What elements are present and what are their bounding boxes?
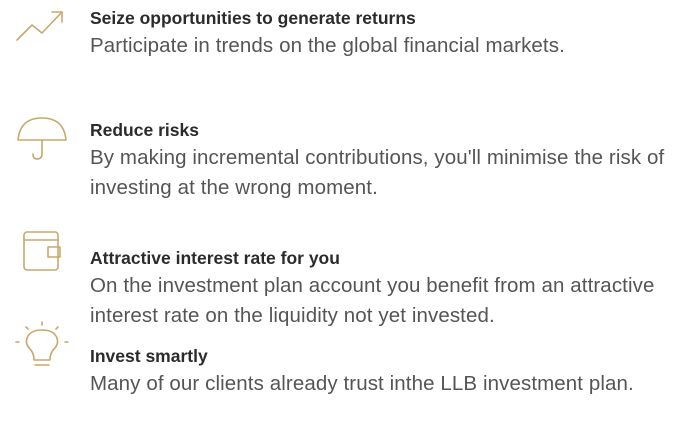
umbrella-icon xyxy=(17,117,67,160)
feature-text: Participate in trends on the global fina… xyxy=(90,34,565,57)
feature-title: Reduce risks xyxy=(90,120,199,140)
feature-title: Invest smartly xyxy=(90,346,208,366)
feature-text: By making incremental contributions, you… xyxy=(90,146,665,199)
trend-icon xyxy=(16,11,63,41)
wallet-icon xyxy=(23,231,61,271)
bulb-icon xyxy=(15,321,69,366)
feature-text: On the investment plan account you benef… xyxy=(90,274,655,327)
feature-title: Attractive interest rate for you xyxy=(90,248,340,268)
feature-text: Many of our clients already trust inthe … xyxy=(90,372,634,395)
feature-title: Seize opportunities to generate returns xyxy=(90,8,416,28)
